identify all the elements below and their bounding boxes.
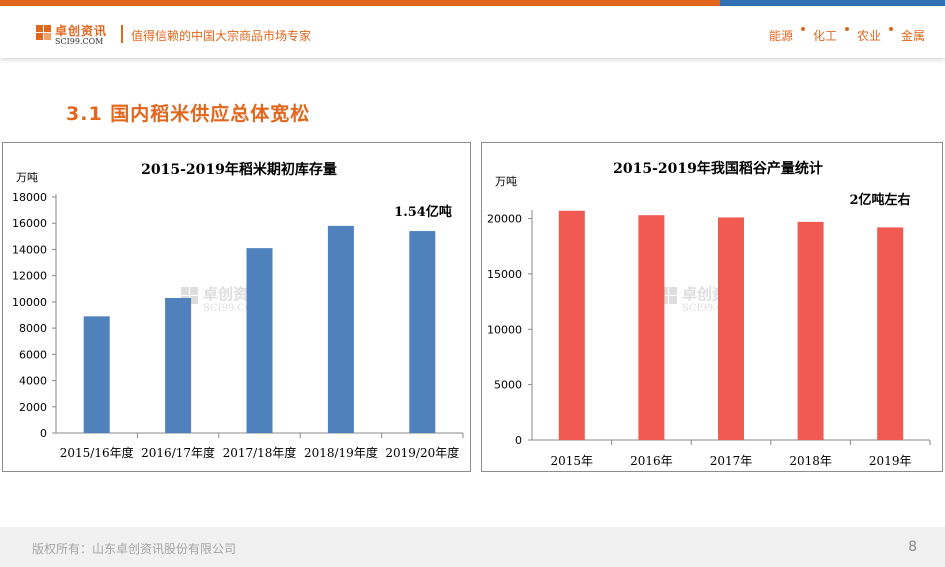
page-number: 8: [908, 539, 917, 555]
watermark-icon: [181, 287, 189, 295]
bar: [165, 297, 192, 433]
bar: [877, 227, 904, 440]
y-axis-unit-label: 万吨: [495, 175, 517, 188]
top-accent-bar-orange: [0, 0, 720, 6]
watermark-icon: [669, 296, 677, 304]
watermark-icon: [669, 287, 677, 295]
bar: [638, 215, 665, 440]
bar: [558, 210, 585, 440]
watermark-icon: [190, 296, 198, 304]
y-tick-label: 10000: [12, 296, 47, 309]
top-accent-notch: [712, 0, 720, 6]
y-tick-label: 5000: [494, 379, 522, 392]
watermark-text-en: SCI99.COM: [682, 303, 742, 314]
chart-title: 2015-2019年稻米期初库存量: [141, 161, 337, 178]
y-tick-label: 18000: [12, 191, 47, 204]
category-nav: 能源 化工 农业 金属: [769, 27, 925, 44]
x-tick-label: 2015/16年度: [60, 445, 134, 460]
header-bar: 卓创资讯 SCI99.COM 值得信赖的中国大宗商品市场专家 能源 化工 农业 …: [0, 6, 945, 58]
logo-icon: [36, 25, 51, 40]
header-divider: [121, 25, 123, 43]
copyright-text: 版权所有：山东卓创资讯股份有限公司: [32, 542, 237, 556]
y-tick-label: 2000: [19, 401, 47, 414]
nav-separator-dot: [800, 27, 805, 31]
y-tick-label: 15000: [487, 268, 522, 281]
x-tick-label: 2015年: [551, 454, 594, 468]
slogan: 值得信赖的中国大宗商品市场专家: [131, 29, 312, 43]
x-tick-label: 2018年: [789, 454, 832, 468]
bar: [83, 316, 110, 433]
y-tick-label: 8000: [19, 322, 47, 335]
chart-annotation: 2亿吨左右: [849, 192, 910, 208]
nav-item-energy[interactable]: 能源: [768, 29, 793, 43]
x-tick-label: 2017年: [710, 454, 753, 468]
x-tick-label: 2016年: [630, 454, 673, 468]
nav-separator-dot: [888, 27, 893, 31]
footer-bar: 版权所有：山东卓创资讯股份有限公司 8: [0, 527, 945, 567]
nav-item-agriculture[interactable]: 农业: [856, 29, 881, 43]
chart-rice-production: 2015-2019年我国稻谷产量统计 万吨 卓创资讯 SCI99.COM 0 5000 10…: [481, 142, 943, 472]
chart-rice-production-svg: 2015-2019年我国稻谷产量统计万吨卓创资讯SCI99.COM0500010…: [487, 160, 931, 468]
logo-text-en: SCI99.COM: [55, 37, 104, 46]
bar: [718, 217, 744, 440]
y-tick-label: 16000: [12, 217, 47, 230]
logo-text-cn: 卓创资讯: [55, 24, 108, 38]
y-tick-label: 12000: [12, 270, 47, 283]
chart-annotation: 1.54亿吨: [394, 204, 452, 220]
y-tick-label: 4000: [19, 375, 47, 388]
bar: [797, 221, 824, 440]
chart-title: 2015-2019年我国稻谷产量统计: [613, 160, 823, 177]
nav-item-metal[interactable]: 金属: [900, 29, 925, 43]
watermark-text-en: SCI99.COM: [203, 303, 263, 314]
top-accent-bar-blue: [720, 0, 945, 6]
x-tick-label: 2018/19年度: [304, 445, 378, 460]
bar: [327, 225, 354, 433]
chart-rice-stock-svg: 2015-2019年稻米期初库存量万吨卓创资讯SCI99.COM02000400…: [12, 161, 464, 460]
bar: [409, 231, 436, 433]
y-axis-unit-label: 万吨: [16, 171, 38, 184]
y-tick-label: 14000: [12, 243, 47, 256]
nav-item-chemical[interactable]: 化工: [812, 29, 837, 43]
x-tick-label: 2017/18年度: [223, 445, 297, 460]
x-tick-label: 2016/17年度: [141, 445, 215, 460]
y-tick-label: 20000: [487, 213, 522, 226]
y-tick-label: 0: [515, 434, 522, 447]
nav-separator-dot: [844, 27, 849, 31]
section-title: 3.1 国内稻米供应总体宽松: [66, 103, 311, 125]
chart-rice-stock: 2015-2019年稻米期初库存量 万吨 卓创资讯 SCI99.COM 0 2000 400…: [2, 142, 471, 472]
x-tick-label: 2019/20年度: [385, 445, 459, 460]
bar: [246, 248, 273, 433]
y-tick-label: 10000: [487, 323, 522, 336]
x-tick-label: 2019年: [869, 454, 912, 468]
watermark-icon: [190, 287, 198, 295]
y-tick-label: 6000: [19, 348, 47, 361]
y-tick-label: 0: [40, 427, 47, 440]
